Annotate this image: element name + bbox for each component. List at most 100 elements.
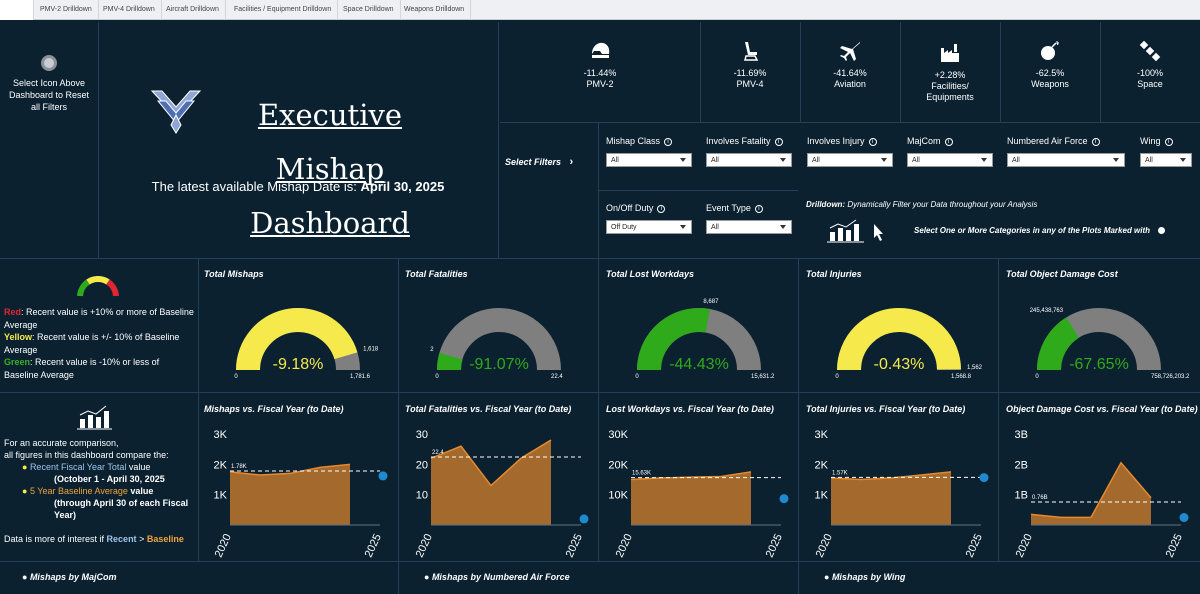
motorcycle-helmet-icon	[592, 42, 610, 58]
kpi-pmv2[interactable]: -11.44% PMV-2	[552, 40, 648, 90]
area-series[interactable]	[230, 464, 350, 525]
x-tick-label: 2025	[1164, 532, 1185, 559]
kpi-label: Aviation	[834, 79, 866, 89]
info-icon[interactable]: i	[774, 138, 783, 146]
tab-space-drilldown[interactable]: Space Drilldown	[337, 0, 401, 20]
kpi-label: Facilities/ Equipments	[926, 81, 974, 102]
divider	[900, 22, 901, 122]
recent-value-dot[interactable]	[1179, 513, 1189, 523]
info-icon[interactable]: i	[754, 205, 763, 213]
baseline-label: 1.78K	[231, 464, 247, 470]
kpi-space[interactable]: -100% Space	[1102, 40, 1198, 90]
divider	[1000, 22, 1001, 122]
select-categories-text: Select One or More Categories in any of …	[914, 226, 1166, 235]
satellite-icon	[1139, 40, 1161, 62]
gauge-min-label: 0	[435, 374, 439, 380]
tab-pmv4-drilldown[interactable]: PMV-4 Drilldown	[97, 0, 162, 20]
recent-value-dot[interactable]	[979, 473, 989, 483]
note-text: >	[136, 534, 147, 544]
kpi-value: -11.69%	[733, 68, 767, 78]
y-tick-label: 3K	[214, 429, 228, 441]
filter-label: Involves Fatality	[706, 136, 771, 146]
bomb-icon	[1041, 41, 1059, 60]
wing-dropdown[interactable]: All	[1140, 153, 1192, 167]
divider	[598, 190, 798, 191]
y-tick-label: 10K	[608, 490, 628, 502]
tab-blank[interactable]	[0, 0, 34, 20]
x-tick-label: 2025	[564, 532, 585, 559]
kpi-pmv4[interactable]: -11.69% PMV-4	[702, 40, 798, 90]
y-tick-label: 20	[416, 459, 428, 471]
x-tick-label: 2020	[814, 532, 835, 559]
x-tick-label: 2020	[414, 532, 435, 559]
involves-injury-dropdown[interactable]: All	[807, 153, 893, 167]
info-icon[interactable]: i	[657, 205, 666, 213]
gauge-fill	[637, 308, 710, 371]
area-series[interactable]	[831, 471, 951, 525]
filter-involves-injury: Involves Injury i All	[807, 136, 893, 167]
legend-yellow-text: : Recent value is +/- 10% of Baseline Av…	[4, 332, 180, 355]
marker-dot-icon	[1158, 227, 1166, 234]
involves-fatality-dropdown[interactable]: All	[706, 153, 792, 167]
bar-chart-icon	[77, 405, 112, 430]
note-baseline-label: 5 Year Baseline Average	[29, 486, 128, 496]
recent-value-dot[interactable]	[579, 514, 589, 524]
gauge-max-label: 1,781.6	[350, 374, 371, 380]
info-icon[interactable]: i	[664, 138, 673, 146]
tab-pmv2-drilldown[interactable]: PMV-2 Drilldown	[34, 0, 99, 20]
info-icon[interactable]: i	[944, 138, 953, 146]
majcom-dropdown[interactable]: All	[907, 153, 993, 167]
on-off-duty-dropdown[interactable]: Off Duty	[606, 220, 692, 234]
tab-weapons-drilldown[interactable]: Weapons Drilldown	[398, 0, 472, 20]
kpi-aviation[interactable]: -41.64% Aviation	[802, 40, 898, 90]
divider	[0, 561, 1200, 562]
reset-filters-icon[interactable]	[41, 55, 57, 71]
card-title: Total Fatalities	[405, 269, 468, 279]
y-tick-label: 1K	[815, 490, 829, 502]
card-title: Total Object Damage Cost	[1006, 269, 1118, 279]
kpi-weapons[interactable]: -62.5% Weapons	[1002, 40, 1098, 90]
recent-value-dot[interactable]	[779, 494, 789, 504]
gauge-track	[437, 308, 561, 371]
area-series[interactable]	[431, 440, 551, 525]
note-recent-label: Recent Fiscal Year Total	[29, 462, 127, 472]
gauge-fill	[236, 308, 358, 371]
numbered-air-force-dropdown[interactable]: All	[1007, 153, 1125, 167]
y-tick-label: 2K	[214, 459, 228, 471]
note-recent-word: Recent	[106, 534, 137, 544]
filter-on-off-duty: On/Off Duty i Off Duty	[606, 203, 692, 234]
mishap-class-dropdown[interactable]: All	[606, 153, 692, 167]
info-icon[interactable]: i	[868, 138, 877, 146]
gauge-fill	[1037, 317, 1080, 371]
tab-facilities-drilldown[interactable]: Facilities / Equipment Drilldown	[228, 0, 339, 20]
gauge-value-label: 1,618	[363, 347, 379, 353]
filter-label: Mishap Class	[606, 136, 661, 146]
recent-value-dot[interactable]	[378, 471, 388, 481]
bullet-icon: ●	[22, 462, 30, 472]
drilldown-text: Dynamically Filter your Data throughout …	[845, 200, 1038, 209]
kpi-value: -11.44%	[583, 68, 617, 78]
gauge-value-label: 8,687	[703, 299, 719, 305]
tab-aircraft-drilldown[interactable]: Aircraft Drilldown	[160, 0, 226, 20]
car-seat-icon	[744, 42, 759, 61]
y-tick-label: 1K	[214, 490, 228, 502]
area-series[interactable]	[631, 471, 751, 525]
gauge-min-label: 0	[835, 374, 839, 380]
note-baseline-word: Baseline	[146, 534, 184, 544]
bullet-icon: ●	[22, 486, 30, 496]
info-icon[interactable]: i	[1091, 138, 1100, 146]
latest-date-text: The latest available Mishap Date is: Apr…	[100, 179, 496, 194]
x-tick-label: 2025	[764, 532, 785, 559]
kpi-label: Space	[1137, 79, 1163, 89]
kpi-value: -62.5%	[1035, 68, 1065, 78]
area-series[interactable]	[1031, 462, 1151, 525]
y-tick-label: 2K	[815, 459, 829, 471]
event-type-dropdown[interactable]: All	[706, 220, 792, 234]
gauge-percent: -0.43%	[874, 356, 925, 373]
y-tick-label: 10	[416, 490, 428, 502]
info-icon[interactable]: i	[1164, 138, 1173, 146]
kpi-facilities[interactable]: +2.28% Facilities/ Equipments	[902, 42, 998, 103]
legend-yellow-word: Yellow	[4, 332, 33, 342]
kpi-label: PMV-4	[736, 79, 764, 89]
filter-label: Involves Injury	[807, 136, 865, 146]
